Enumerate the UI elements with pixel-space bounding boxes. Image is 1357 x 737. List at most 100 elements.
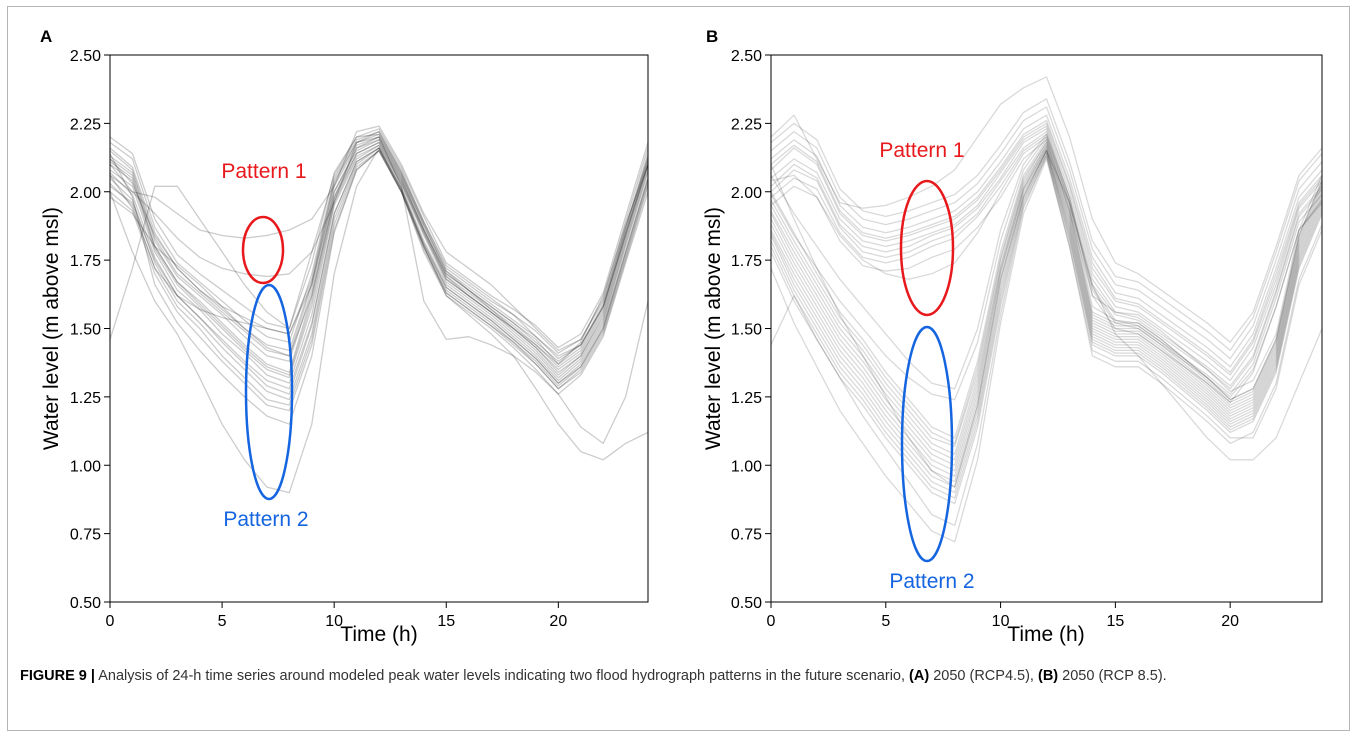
panel-b-series-line-6 (770, 125, 1323, 382)
panel-b-pattern1-ellipse (899, 179, 955, 317)
panel-b-label: B (706, 27, 718, 46)
panel-b-x-axis-label: Time (h) (1007, 623, 1084, 646)
panel-a: A 0.50 0.75 1.00 1.25 1.50 1.75 2.00 2.25 2.50 0… (40, 27, 649, 646)
caption-text-3: 2050 (RCP 8.5). (1062, 668, 1167, 684)
panel-b-x-tick-label: 10 (992, 613, 1010, 630)
panel-a-series-line-17 (109, 130, 649, 357)
panel-a-pattern2-label: Pattern 2 (223, 508, 308, 531)
panel-b-series-line-9 (770, 130, 1323, 390)
panel-b-x-tick-label: 20 (1221, 613, 1239, 630)
panel-a-x-tick-label: 20 (549, 613, 567, 630)
panel-b-y-tick-label: 1.00 (731, 458, 762, 475)
panel-b-y-tick-label: 0.50 (731, 595, 762, 612)
panel-a-series-line-22 (109, 136, 649, 371)
panel-b-series-line-27 (770, 158, 1323, 543)
panel-a-y-ticks: 0.50 0.75 1.00 1.25 1.50 1.75 2.00 2.25 2.50 (70, 48, 110, 612)
panel-b-series-line-29 (770, 150, 1323, 488)
caption-ref-b: (B) (1038, 668, 1059, 684)
panel-a-series-line-5 (109, 130, 649, 354)
panel-a-series-line-6 (109, 144, 649, 379)
panel-a-y-tick-label: 1.50 (70, 322, 101, 339)
panel-b-y-tick-label: 1.50 (731, 322, 762, 339)
panel-b-series-line-14 (770, 147, 1323, 472)
panel-b-y-tick-label: 2.50 (731, 48, 762, 65)
panel-a-series-line-15 (109, 133, 649, 362)
panel-a-label: A (40, 27, 52, 46)
panel-b-series-line-28 (770, 155, 1323, 527)
panel-b-x-ticks: 0 5 10 15 20 (767, 602, 1239, 630)
panel-b: B 0.50 0.75 1.00 1.25 1.50 1.75 2.00 2.25 2.50 0… (702, 27, 1323, 646)
panel-b-series-line-21 (770, 141, 1323, 445)
panel-b-series-line-22 (770, 150, 1323, 477)
panel-a-y-tick-label: 1.75 (70, 253, 101, 270)
panel-a-series-line-4 (109, 147, 649, 401)
panel-b-series-line-13 (770, 144, 1323, 461)
panel-a-series-line-12 (109, 141, 649, 376)
figure-frame (7, 6, 1350, 731)
panel-a-x-tick-label: 0 (106, 613, 115, 630)
panel-a-y-tick-label: 0.50 (70, 595, 101, 612)
panel-a-x-tick-label: 15 (437, 613, 455, 630)
panel-a-series-line-14 (109, 133, 649, 360)
panel-b-series-line-18 (770, 152, 1323, 494)
caption-separator: | (90, 668, 95, 684)
panel-a-pattern1-label: Pattern 1 (221, 160, 306, 183)
figure-panels: A 0.50 0.75 1.00 1.25 1.50 1.75 2.00 2.25 2.50 0… (40, 27, 1323, 646)
panel-b-series-line-5 (770, 106, 1323, 360)
panel-a-y-axis-label: Water level (m above msl) (40, 207, 63, 450)
panel-b-y-tick-label: 1.25 (731, 390, 762, 407)
panel-a-series-line-18 (109, 147, 649, 494)
panel-a-series-line-1 (109, 141, 649, 373)
panel-b-x-tick-label: 15 (1106, 613, 1124, 630)
panel-b-series-line-3 (770, 114, 1323, 368)
panel-b-series-line-4 (770, 133, 1323, 395)
panel-a-series-line-20 (109, 136, 649, 445)
panel-b-series-line-30 (770, 136, 1323, 401)
panel-b-series-line-2 (770, 128, 1323, 387)
panel-a-series-line-13 (109, 139, 649, 365)
panel-b-series-line-11 (770, 136, 1323, 398)
panel-a-series-line-21 (109, 147, 649, 390)
panel-a-series-line-3 (109, 136, 649, 365)
panel-b-y-ticks: 0.50 0.75 1.00 1.25 1.50 1.75 2.00 2.25 2.50 (731, 48, 771, 612)
panel-b-series-line-17 (770, 139, 1323, 439)
panel-b-series-line-26 (770, 150, 1323, 488)
panel-b-x-tick-label: 5 (881, 613, 890, 630)
panel-a-series-group (109, 125, 649, 494)
panel-b-series-line-8 (770, 119, 1323, 373)
panel-a-series-line-7 (109, 150, 649, 412)
panel-b-y-axis-label: Water level (m above msl) (702, 207, 725, 450)
panel-b-pattern2-label: Pattern 2 (889, 570, 974, 593)
panel-a-y-tick-label: 1.00 (70, 458, 101, 475)
caption-text-2: 2050 (RCP4.5), (933, 668, 1034, 684)
panel-b-series-line-25 (770, 144, 1323, 455)
panel-b-series-line-23 (770, 133, 1323, 393)
panel-a-pattern1-ellipse (241, 215, 285, 285)
panel-a-series-line-11 (109, 150, 649, 406)
panel-a-series-line-16 (109, 125, 649, 352)
panel-a-x-ticks: 0 5 10 15 20 (106, 602, 567, 630)
panel-b-series-group (770, 76, 1323, 543)
panel-b-y-tick-label: 2.25 (731, 116, 762, 133)
panel-b-series-line-1 (770, 122, 1323, 376)
panel-b-y-tick-label: 1.75 (731, 253, 762, 270)
panel-a-y-tick-label: 2.00 (70, 185, 101, 202)
panel-b-series-line-16 (770, 150, 1323, 483)
panel-a-y-tick-label: 1.25 (70, 390, 101, 407)
panel-b-series-line-20 (770, 155, 1323, 505)
panel-b-pattern2-ellipse (900, 325, 954, 563)
panel-b-series-line-19 (770, 147, 1323, 466)
figure-caption: FIGURE 9 | Analysis of 24-h time series … (20, 666, 1320, 687)
panel-a-pattern2-ellipse (244, 283, 294, 501)
panel-a-y-tick-label: 2.25 (70, 116, 101, 133)
panel-a-series-line-10 (109, 128, 649, 349)
panel-b-series-line-12 (770, 76, 1323, 343)
panel-a-series-line-19 (109, 150, 649, 425)
panel-a-x-tick-label: 5 (218, 613, 227, 630)
caption-figure-label: FIGURE 9 (20, 668, 87, 684)
panel-b-series-line-7 (770, 139, 1323, 403)
panel-b-series-line-24 (770, 152, 1323, 499)
panel-b-y-tick-label: 0.75 (731, 527, 762, 544)
panel-a-series-line-2 (109, 144, 649, 384)
panel-a-y-tick-label: 2.50 (70, 48, 101, 65)
